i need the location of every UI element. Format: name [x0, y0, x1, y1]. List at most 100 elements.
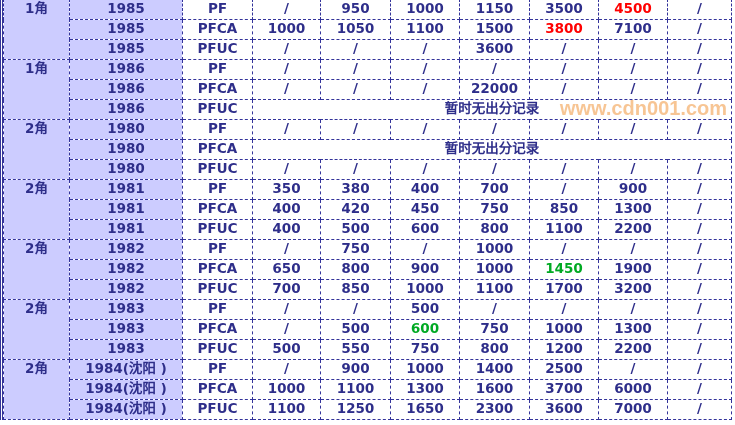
price-cell: / — [529, 39, 599, 60]
year-cell: 1984(沈阳 ) — [69, 379, 183, 400]
price-cell: 500 — [390, 299, 460, 320]
type-cell: PFUC — [182, 99, 253, 120]
price-cell: 7000 — [598, 399, 668, 420]
price-cell: / — [390, 159, 460, 180]
table-row: 1980 PFCA 暂时无出分记录 — [4, 139, 732, 160]
price-cell: / — [529, 59, 599, 80]
price-cell: / — [252, 159, 321, 180]
table-row: 2角 1981 PF 350 380 400 700/900/ — [3, 179, 732, 240]
type-cell: PFUC — [182, 159, 253, 180]
price-cell: 1150 — [459, 0, 530, 20]
price-cell: / — [667, 239, 732, 260]
price-cell: / — [529, 299, 599, 320]
price-cell: 400 — [252, 219, 321, 240]
price-cell: / — [598, 239, 668, 260]
type-cell: PFUC — [182, 279, 253, 300]
price-cell: 1450 — [529, 259, 599, 280]
price-cell: / — [459, 159, 530, 180]
price-cell: 1100 — [320, 379, 391, 400]
price-cell: / — [667, 199, 732, 220]
price-cell: / — [320, 119, 391, 140]
price-cell: / — [320, 79, 391, 100]
table-row: 1984(沈阳 ) PFUC 1100 1250 1650 2300 3600 7000/ — [4, 399, 732, 420]
price-cell: / — [252, 59, 321, 80]
price-cell: / — [320, 39, 391, 60]
price-cell: 1200 — [529, 339, 599, 360]
year-cell: 1982 — [69, 239, 183, 260]
type-cell: PFUC — [182, 219, 253, 240]
year-cell: 1985 — [69, 19, 183, 40]
type-cell: PFCA — [182, 259, 253, 280]
price-cell: 1050 — [320, 19, 391, 40]
denomination-cell: 2角 — [3, 239, 70, 300]
price-cell: 850 — [320, 279, 391, 300]
price-cell: 3600 — [459, 39, 530, 60]
price-cell: 2200 — [598, 219, 668, 240]
price-cell: / — [459, 59, 530, 80]
type-cell: PF — [182, 359, 253, 380]
price-cell: / — [598, 299, 668, 320]
year-cell: 1981 — [69, 219, 183, 240]
price-cell: / — [390, 39, 460, 60]
year-cell: 1984(沈阳 ) — [69, 399, 183, 420]
denomination-cell: 2角 — [3, 299, 70, 360]
price-cell: 1000 — [390, 0, 460, 20]
denomination-cell: 2角 — [3, 179, 70, 240]
type-cell: PFUC — [182, 399, 253, 420]
price-cell: 500 — [320, 219, 391, 240]
price-cell: / — [252, 239, 321, 260]
table-row: 1983 PFUC 500 550 750 800 1200 2200/ — [4, 339, 732, 360]
table-row: 1982 PFCA 650 800 900 1000 1450 1900/ — [4, 259, 732, 280]
price-cell: / — [667, 179, 732, 200]
price-cell: / — [667, 19, 732, 40]
price-cell: 2200 — [598, 339, 668, 360]
table-row: 1角 1985 PF/950 1000 1150 3500 4500/ — [3, 0, 732, 60]
year-cell: 1981 — [69, 199, 183, 220]
price-cell: 750 — [459, 199, 530, 220]
price-cell: 400 — [252, 199, 321, 220]
price-cell: 22000 — [459, 79, 530, 100]
year-cell: 1985 — [69, 0, 183, 20]
year-cell: 1984(沈阳 ) — [69, 359, 183, 380]
price-cell: / — [667, 379, 732, 400]
table-row: 2角 1984(沈阳 ) PF/900 1000 1400 2500// — [3, 359, 732, 420]
table-row: 1981 PFCA 400 420 450 750 850 1300/ — [4, 199, 732, 220]
price-cell: / — [598, 79, 668, 100]
type-cell: PFCA — [182, 199, 253, 220]
price-cell: / — [252, 0, 321, 20]
price-cell: 1000 — [529, 319, 599, 340]
price-cell: / — [390, 239, 460, 260]
year-cell: 1980 — [69, 119, 183, 140]
no-record-note: 暂时无出分记录 — [444, 101, 540, 117]
type-cell: PFCA — [182, 139, 253, 160]
type-cell: PFCA — [182, 319, 253, 340]
table-row: 1983 PFCA/500 600 750 1000 1300/ — [4, 319, 732, 340]
price-cell: / — [667, 299, 732, 320]
price-cell: 850 — [529, 199, 599, 220]
price-cell: 7100 — [598, 19, 668, 40]
price-cell: / — [320, 59, 391, 80]
price-cell: 1300 — [598, 199, 668, 220]
price-cell: 500 — [320, 319, 391, 340]
price-cell: 350 — [252, 179, 321, 200]
price-cell: 950 — [320, 0, 391, 20]
price-cell: 3200 — [598, 279, 668, 300]
price-cell: / — [320, 159, 391, 180]
price-cell: 3800 — [529, 19, 599, 40]
price-cell: / — [667, 279, 732, 300]
type-cell: PFCA — [182, 79, 253, 100]
price-cell: 4500 — [598, 0, 668, 20]
denomination-cell: 2角 — [3, 359, 70, 420]
price-cell: / — [667, 159, 732, 180]
price-cell: / — [667, 339, 732, 360]
price-cell: 400 — [390, 179, 460, 200]
type-cell: PF — [182, 59, 253, 80]
table-row: 1984(沈阳 ) PFCA 1000 1100 1300 1600 3700 6000/ — [4, 379, 732, 400]
watermark: www.cdn001.com — [559, 99, 727, 120]
table-row: 1981 PFUC 400 500 600 800 1100 2200/ — [4, 219, 732, 240]
year-cell: 1982 — [69, 259, 183, 280]
price-cell: / — [667, 119, 732, 140]
price-cell: / — [252, 39, 321, 60]
price-cell: 1000 — [390, 279, 460, 300]
price-cell: 750 — [459, 319, 530, 340]
